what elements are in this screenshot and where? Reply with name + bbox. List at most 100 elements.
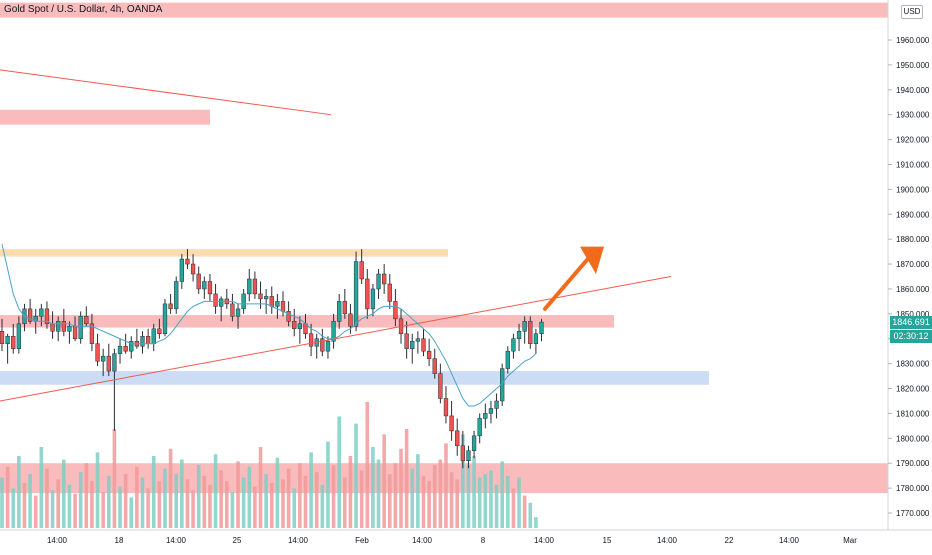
- candle-body: [117, 345, 123, 354]
- candle: [185, 249, 190, 270]
- candle-body: [84, 316, 89, 325]
- candle-body: [89, 323, 95, 344]
- volume-bar: [354, 423, 358, 528]
- volume-bar: [376, 459, 381, 528]
- volume-bar: [247, 466, 252, 528]
- volume-bar: [528, 502, 533, 528]
- volume-bar: [123, 474, 128, 528]
- volume-bar: [331, 465, 336, 528]
- volume-bar: [151, 456, 156, 528]
- price-axis[interactable]: 1770.000 1780.000 1790.000 1800.000 1810.000…: [888, 36, 930, 518]
- volume-bar: [196, 465, 201, 528]
- candle: [0, 318, 5, 352]
- candle-body: [101, 355, 106, 362]
- candle-body: [365, 278, 370, 310]
- time-tick-label: 14:00: [288, 536, 309, 545]
- candle-body: [275, 301, 280, 307]
- volume-bar: [180, 459, 184, 528]
- volume-bar: [371, 447, 375, 528]
- volume-bar: [101, 492, 105, 528]
- price-tick-label: 1930.000: [896, 111, 930, 120]
- time-axis[interactable]: 14:00 18 14:00 25 14:00 Feb 14:00 8 14:00 15 14:00…: [47, 536, 857, 545]
- candle-body: [168, 303, 173, 310]
- volume-bar: [500, 461, 504, 528]
- candle-body: [269, 296, 274, 307]
- candle-body: [528, 321, 533, 344]
- volume-bar: [427, 481, 431, 528]
- candle-body: [421, 338, 426, 352]
- volume-bar: [253, 486, 257, 528]
- candle: [101, 348, 106, 377]
- volume-bar: [135, 466, 139, 528]
- volume-bar: [157, 481, 162, 528]
- candle-body: [179, 258, 184, 282]
- candle: [342, 288, 347, 319]
- candle: [471, 430, 477, 459]
- candle: [365, 269, 370, 319]
- volume-bar: [326, 441, 330, 528]
- candle: [438, 363, 443, 404]
- candle: [129, 336, 134, 359]
- candle-body: [477, 418, 482, 437]
- support-zone-blue: [0, 371, 709, 385]
- volume-bar: [517, 477, 521, 528]
- candle-body: [410, 340, 415, 349]
- candle-body: [415, 338, 421, 342]
- volume-bar: [449, 472, 454, 528]
- candle-body: [404, 333, 409, 349]
- volume-bar: [275, 457, 280, 528]
- candle: [84, 306, 89, 327]
- candle-body: [190, 263, 196, 275]
- candle: [516, 323, 522, 352]
- candle-body: [432, 358, 437, 374]
- candle-body: [27, 308, 33, 322]
- volume-bar: [230, 492, 235, 528]
- volume-bar: [33, 495, 38, 528]
- candle-body: [241, 293, 246, 310]
- volume-bar: [292, 488, 297, 528]
- volume-bar: [286, 468, 291, 528]
- candle-body: [39, 308, 44, 317]
- projection-arrow-shaft: [543, 252, 594, 311]
- resistance-zone-top: [0, 2, 888, 18]
- time-tick-label: Feb: [355, 536, 369, 545]
- candle-body: [50, 323, 55, 332]
- candle: [483, 403, 488, 429]
- candle: [5, 333, 10, 364]
- candles-layer: [0, 249, 544, 469]
- price-tick-label: 1900.000: [896, 185, 930, 194]
- candle-body: [230, 303, 235, 317]
- candle: [337, 293, 342, 329]
- price-tick-label: 1950.000: [896, 61, 930, 70]
- volume-bar: [208, 484, 212, 528]
- price-tick-label: 1870.000: [896, 260, 930, 269]
- candle: [89, 313, 95, 352]
- candle: [539, 318, 544, 342]
- price-tick-label: 1830.000: [896, 360, 930, 369]
- resistance-zone-orange: [0, 249, 448, 257]
- volume-bar: [421, 475, 426, 528]
- volume-bar: [17, 456, 21, 528]
- candle: [460, 430, 465, 469]
- volume-bar: [241, 477, 246, 528]
- volume-bar: [213, 454, 218, 528]
- candle-body: [219, 298, 224, 307]
- candle-body: [353, 261, 359, 327]
- candle-body: [207, 281, 213, 295]
- volume-bar: [174, 474, 179, 528]
- candle-body: [455, 430, 460, 447]
- currency-button[interactable]: USD: [901, 5, 923, 19]
- symbol-title[interactable]: Gold Spot / U.S. Dollar, 4h, OANDA: [4, 4, 163, 15]
- time-tick-label: 15: [603, 536, 612, 545]
- candle: [528, 316, 533, 349]
- time-tick-label: 14:00: [166, 536, 187, 545]
- candle: [263, 288, 269, 314]
- candle: [410, 333, 415, 364]
- time-tick-label: 14:00: [412, 536, 433, 545]
- candle-body: [11, 335, 16, 349]
- candle: [230, 293, 235, 322]
- candle: [466, 445, 471, 469]
- volume-bar: [438, 459, 443, 528]
